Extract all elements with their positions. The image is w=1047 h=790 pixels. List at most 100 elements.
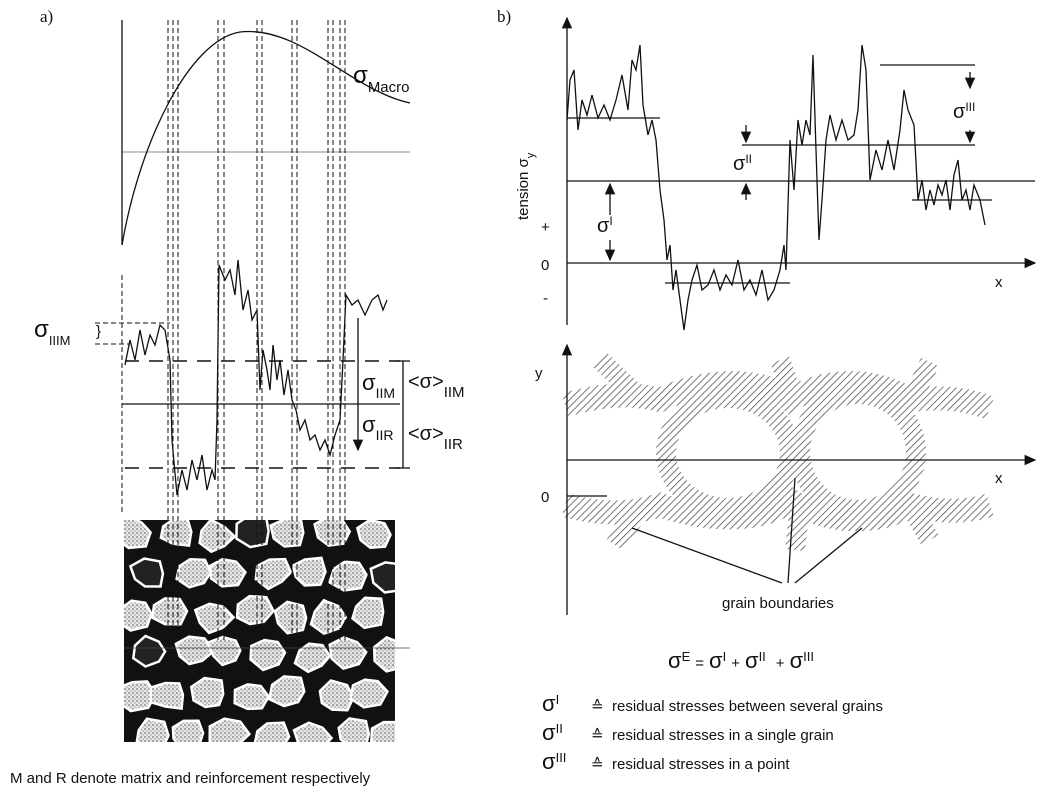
equation: σE = σI + σII + σIII <box>668 648 814 673</box>
pointer <box>787 477 796 584</box>
symbol: σ <box>953 101 966 123</box>
plus: + <box>541 219 550 236</box>
y-axis-label: tension σy <box>515 152 537 220</box>
grain <box>124 680 157 713</box>
superscript: II <box>759 649 766 664</box>
superscript: III <box>803 649 814 664</box>
symbol: σ <box>709 648 723 673</box>
grain <box>171 719 205 742</box>
grain <box>189 676 225 709</box>
panel-b: tension σy + 0 - x σI σII σIII y 0 x gra… <box>515 16 1037 774</box>
grain <box>150 597 189 626</box>
legend-relation: ≙ <box>591 698 604 715</box>
stress-curve <box>124 259 388 496</box>
mean-iim: <σ>IIM <box>408 371 465 401</box>
guides <box>167 20 346 640</box>
symbol: σ <box>34 316 49 343</box>
superscript: I <box>609 214 612 228</box>
sigma-iir: σIIR <box>362 412 393 443</box>
symbol: σ <box>668 648 682 673</box>
panel-label: b) <box>497 7 511 26</box>
sigma-iim: σIIM <box>362 370 395 401</box>
superscript: E <box>682 649 691 664</box>
symbol: <σ> <box>408 371 444 393</box>
grain <box>235 520 270 549</box>
sigma-macro: σMacro <box>353 62 410 96</box>
grain <box>124 599 153 632</box>
grain <box>174 635 216 666</box>
grain <box>372 635 395 673</box>
grain <box>292 721 334 742</box>
brace: } <box>96 323 101 340</box>
equals: = <box>695 655 704 672</box>
grain <box>355 520 392 549</box>
grain <box>205 635 242 667</box>
symbol: σ <box>542 691 556 716</box>
grain-boundary <box>656 388 800 518</box>
stress-curve <box>566 44 986 331</box>
legend-symbol: σI <box>542 691 559 716</box>
superscript: II <box>745 152 752 166</box>
grain-boundary <box>790 384 926 520</box>
superscript: I <box>556 692 560 707</box>
grain <box>328 636 368 670</box>
grain <box>198 520 237 554</box>
grain <box>149 681 185 711</box>
plus: + <box>776 655 785 672</box>
grain <box>293 642 332 674</box>
subscript: Macro <box>368 79 410 96</box>
grain <box>269 520 305 548</box>
grain-y-label: y <box>535 365 543 382</box>
symbol: σ <box>597 215 610 237</box>
subscript: IIM <box>444 384 465 401</box>
symbol: σ <box>353 62 368 89</box>
grain <box>349 678 389 709</box>
grain-zero: 0 <box>541 489 549 506</box>
pointer <box>631 527 783 584</box>
grain <box>208 557 247 588</box>
grain <box>208 717 252 742</box>
symbol: σ <box>733 153 746 175</box>
legend: σI ≙ residual stresses between several gra… <box>542 691 883 774</box>
subscript: IIM <box>376 385 395 401</box>
superscript: III <box>965 100 975 114</box>
legend-relation: ≙ <box>591 756 604 773</box>
superscript: I <box>723 649 727 664</box>
legend-text: residual stresses in a point <box>612 756 790 773</box>
plus: + <box>731 655 740 672</box>
grain <box>370 720 395 742</box>
symbol: σ <box>745 648 759 673</box>
symbol: σ <box>542 749 556 774</box>
subscript: IIR <box>376 427 394 443</box>
x-label: x <box>995 274 1003 291</box>
grain <box>193 602 236 635</box>
symbol: σ <box>542 720 556 745</box>
grain <box>233 683 271 711</box>
grain <box>249 638 287 672</box>
grain <box>337 717 371 742</box>
caption: M and R denote matrix and reinforcement … <box>10 770 371 787</box>
microstructure <box>124 520 395 742</box>
subscript: IIR <box>444 436 463 453</box>
grain <box>291 556 327 587</box>
grain-boundaries-label: grain boundaries <box>722 595 834 612</box>
grain-pattern <box>561 352 995 552</box>
grain <box>273 600 308 635</box>
sigma-i: σI <box>597 214 613 237</box>
grain <box>131 634 167 668</box>
grain <box>327 560 368 592</box>
grain <box>135 717 170 742</box>
minus: - <box>543 290 548 307</box>
grain <box>318 679 355 712</box>
grain <box>128 557 165 588</box>
subscript: IIIM <box>49 333 71 348</box>
panel-a: σIIIM } σMacro σIIM <σ>IIM σIIR <σ>IIR M… <box>10 20 465 787</box>
sigma-iiim: σIIIM <box>34 316 70 348</box>
panel-label: a) <box>40 7 53 26</box>
mean-iir: <σ>IIR <box>408 423 463 453</box>
legend-symbol: σII <box>542 720 563 745</box>
legend-text: residual stresses in a single grain <box>612 727 834 744</box>
grain <box>253 721 291 742</box>
symbol: σ <box>790 648 804 673</box>
